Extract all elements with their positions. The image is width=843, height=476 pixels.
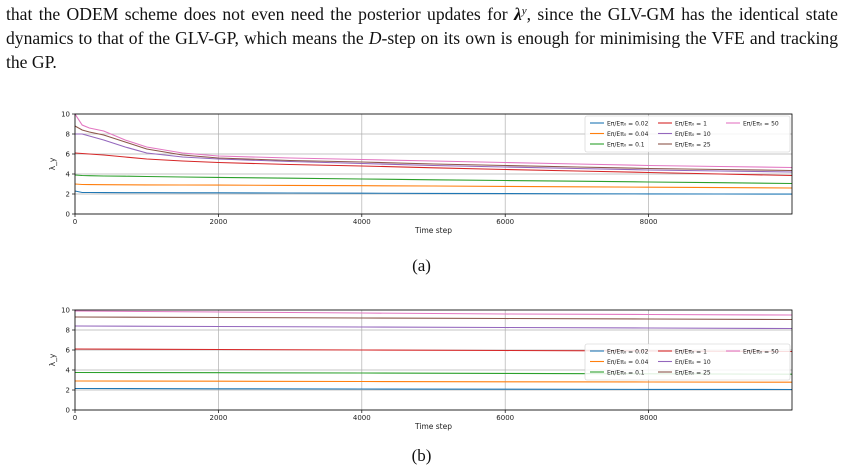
series-line-7 xyxy=(74,113,793,169)
paragraph-text-2: , since the GLV-GM has the identical sta… xyxy=(6,4,838,48)
series-line-2 xyxy=(74,183,793,189)
legend-entry: Eπ/Eπ₀ = 0.04 xyxy=(607,131,649,138)
y-tick-label: 0 xyxy=(66,211,70,219)
x-tick-label: 6000 xyxy=(496,218,514,226)
x-tick-label: 8000 xyxy=(640,218,658,226)
figure-panel-b: 0 2000 4000 6000 8000 0 2 4 6 8 10 Time step λ_y Eπ/E… xyxy=(0,302,843,432)
y-tick-label: 2 xyxy=(66,191,70,199)
series-line-5 xyxy=(74,325,793,330)
lambda-symbol: λ xyxy=(513,4,522,24)
caption-a: (a) xyxy=(412,256,431,275)
legend-entry: Eπ/Eπ₀ = 0.04 xyxy=(607,359,649,366)
x-tick-label: 4000 xyxy=(353,218,371,226)
legend-entry: Eπ/Eπ₀ = 10 xyxy=(675,359,711,366)
legend-entry: Eπ/Eπ₀ = 10 xyxy=(675,131,711,138)
legend-entry: Eπ/Eπ₀ = 50 xyxy=(743,120,779,127)
series-line-4 xyxy=(74,152,793,177)
series-line-7 xyxy=(74,310,793,316)
y-axis-label: λ_y xyxy=(48,353,57,366)
legend-box xyxy=(584,115,791,153)
x-tick-label: 0 xyxy=(73,218,77,226)
legend-entry: Eπ/Eπ₀ = 0.1 xyxy=(607,369,645,376)
x-tick-label: 0 xyxy=(73,414,77,422)
d-step-letter: D xyxy=(368,28,382,48)
x-tick-label: 6000 xyxy=(496,414,514,422)
y-tick-label: 6 xyxy=(66,347,71,355)
x-axis-label: Time step xyxy=(414,226,452,235)
legend-entry: Eπ/Eπ₀ = 0.02 xyxy=(607,348,649,355)
series-line-2 xyxy=(74,380,793,383)
legend-entry: Eπ/Eπ₀ = 0.02 xyxy=(607,120,649,127)
y-tick-label: 10 xyxy=(61,307,70,315)
chart-a: 0 2000 4000 6000 8000 0 2 4 6 8 10 Time step λ_y Eπ/E… xyxy=(48,111,793,235)
x-tick-label: 2000 xyxy=(209,414,227,422)
legend-entry: Eπ/Eπ₀ = 1 xyxy=(675,120,707,127)
series-line-1 xyxy=(74,387,793,391)
body-paragraph: that the ODEM scheme does not even need … xyxy=(6,2,838,74)
y-tick-label: 4 xyxy=(66,367,71,375)
x-axis-label: Time step xyxy=(414,422,452,431)
legend-entry: Eπ/Eπ₀ = 50 xyxy=(743,348,779,355)
legend-box xyxy=(584,343,791,381)
y-tick-label: 10 xyxy=(61,111,70,119)
y-tick-label: 0 xyxy=(66,407,70,415)
series-line-3 xyxy=(74,174,793,185)
y-axis-label: λ_y xyxy=(48,157,57,170)
plot-frame xyxy=(74,309,793,411)
paragraph-text-3: -step on its own is enough for minimisin… xyxy=(6,28,838,72)
plot-frame xyxy=(74,113,793,215)
figure-panel-a: 0 2000 4000 6000 8000 0 2 4 6 8 10 Time step λ_y Eπ/E… xyxy=(0,106,843,236)
paragraph-text-1: that the ODEM scheme does not even need … xyxy=(6,4,514,24)
legend-entry: Eπ/Eπ₀ = 25 xyxy=(675,369,711,376)
y-tick-label: 8 xyxy=(66,131,70,139)
caption-b: (b) xyxy=(411,446,432,465)
x-tick-label: 4000 xyxy=(353,414,371,422)
y-tick-label: 4 xyxy=(66,171,71,179)
y-tick-label: 6 xyxy=(66,151,71,159)
legend-entry: Eπ/Eπ₀ = 0.1 xyxy=(607,141,645,148)
series-line-6 xyxy=(74,125,793,172)
x-tick-label: 8000 xyxy=(640,414,658,422)
series-line-5 xyxy=(75,133,793,173)
series-line-6 xyxy=(74,316,793,321)
legend-entry: Eπ/Eπ₀ = 1 xyxy=(675,348,707,355)
y-tick-label: 2 xyxy=(66,387,70,395)
x-tick-label: 2000 xyxy=(209,218,227,226)
y-tick-label: 8 xyxy=(66,327,70,335)
chart-b: 0 2000 4000 6000 8000 0 2 4 6 8 10 Time step λ_y Eπ/E… xyxy=(48,307,793,431)
series-line-1 xyxy=(74,190,793,195)
legend-entry: Eπ/Eπ₀ = 25 xyxy=(675,141,711,148)
lambda-superscript: y xyxy=(521,5,527,17)
